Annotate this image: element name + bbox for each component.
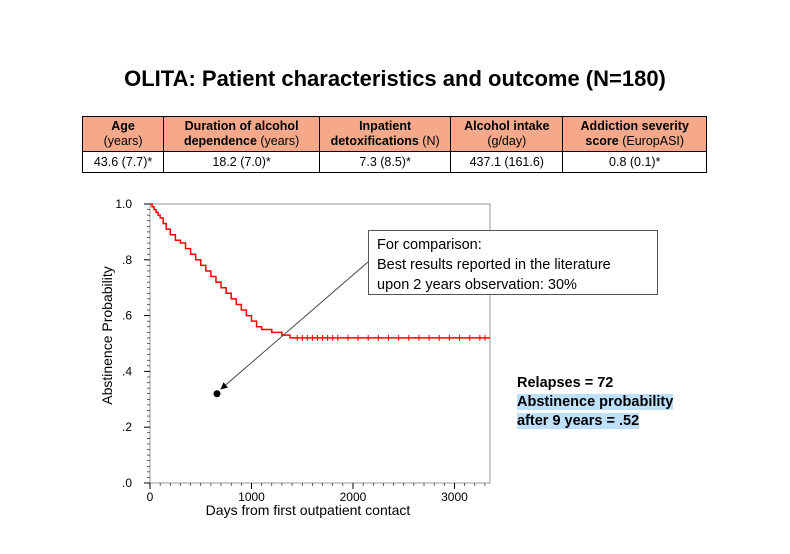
survival-curve (150, 203, 490, 339)
callout-arrow (220, 261, 369, 390)
y-tick-label: .6 (122, 309, 132, 323)
header-alcohol-intake: Alcohol intake (g/day) (450, 116, 564, 152)
header-age: Age (years) (81, 116, 165, 152)
header-addiction-severity: Addiction severity score (EuropASI) (562, 116, 707, 152)
y-tick-label: .4 (122, 364, 132, 378)
x-axis-label: Days from first outpatient contact (206, 502, 411, 518)
callout-line-2: Best results reported in the literature (377, 257, 611, 273)
cell-detox: 7.3 (8.5)* (319, 151, 452, 173)
table-header-row: Age (years) Duration of alcohol dependen… (81, 116, 707, 152)
x-tick-label: 0 (147, 490, 154, 504)
cell-duration: 18.2 (7.0)* (163, 151, 321, 173)
patient-characteristics-table: Age (years) Duration of alcohol dependen… (81, 116, 707, 173)
cell-alcohol-intake: 437.1 (161.6) (450, 151, 564, 173)
y-axis-label: Abstinence Probability (99, 266, 115, 405)
outcome-summary: Relapses = 72 Abstinence probability aft… (517, 374, 674, 431)
y-tick-label: .8 (122, 253, 132, 267)
y-tick-label: .0 (122, 476, 132, 490)
comparison-callout: For comparison: Best results reported in… (368, 230, 658, 295)
table-row: 43.6 (7.7)* 18.2 (7.0)* 7.3 (8.5)* 437.1… (81, 151, 707, 173)
abstinence-probability-value: after 9 years = .52 (517, 413, 640, 429)
header-detox: Inpatient detoxifications (N) (319, 116, 452, 152)
relapses-text: Relapses = 72 (517, 375, 614, 391)
callout-line-3: upon 2 years observation: 30% (377, 277, 577, 293)
x-tick-label: 2000 (340, 490, 367, 504)
callout-line-1: For comparison: (377, 237, 482, 253)
x-tick-label: 1000 (238, 490, 265, 504)
y-tick-label: .2 (122, 420, 132, 434)
x-tick-label: 3000 (441, 490, 468, 504)
cell-addiction-severity: 0.8 (0.1)* (562, 151, 707, 173)
page-title: OLITA: Patient characteristics and outco… (124, 66, 666, 91)
abstinence-probability-label: Abstinence probability (517, 394, 674, 410)
cell-age: 43.6 (7.7)* (81, 151, 165, 173)
literature-reference-point (213, 390, 221, 398)
y-tick-label: 1.0 (115, 197, 132, 211)
